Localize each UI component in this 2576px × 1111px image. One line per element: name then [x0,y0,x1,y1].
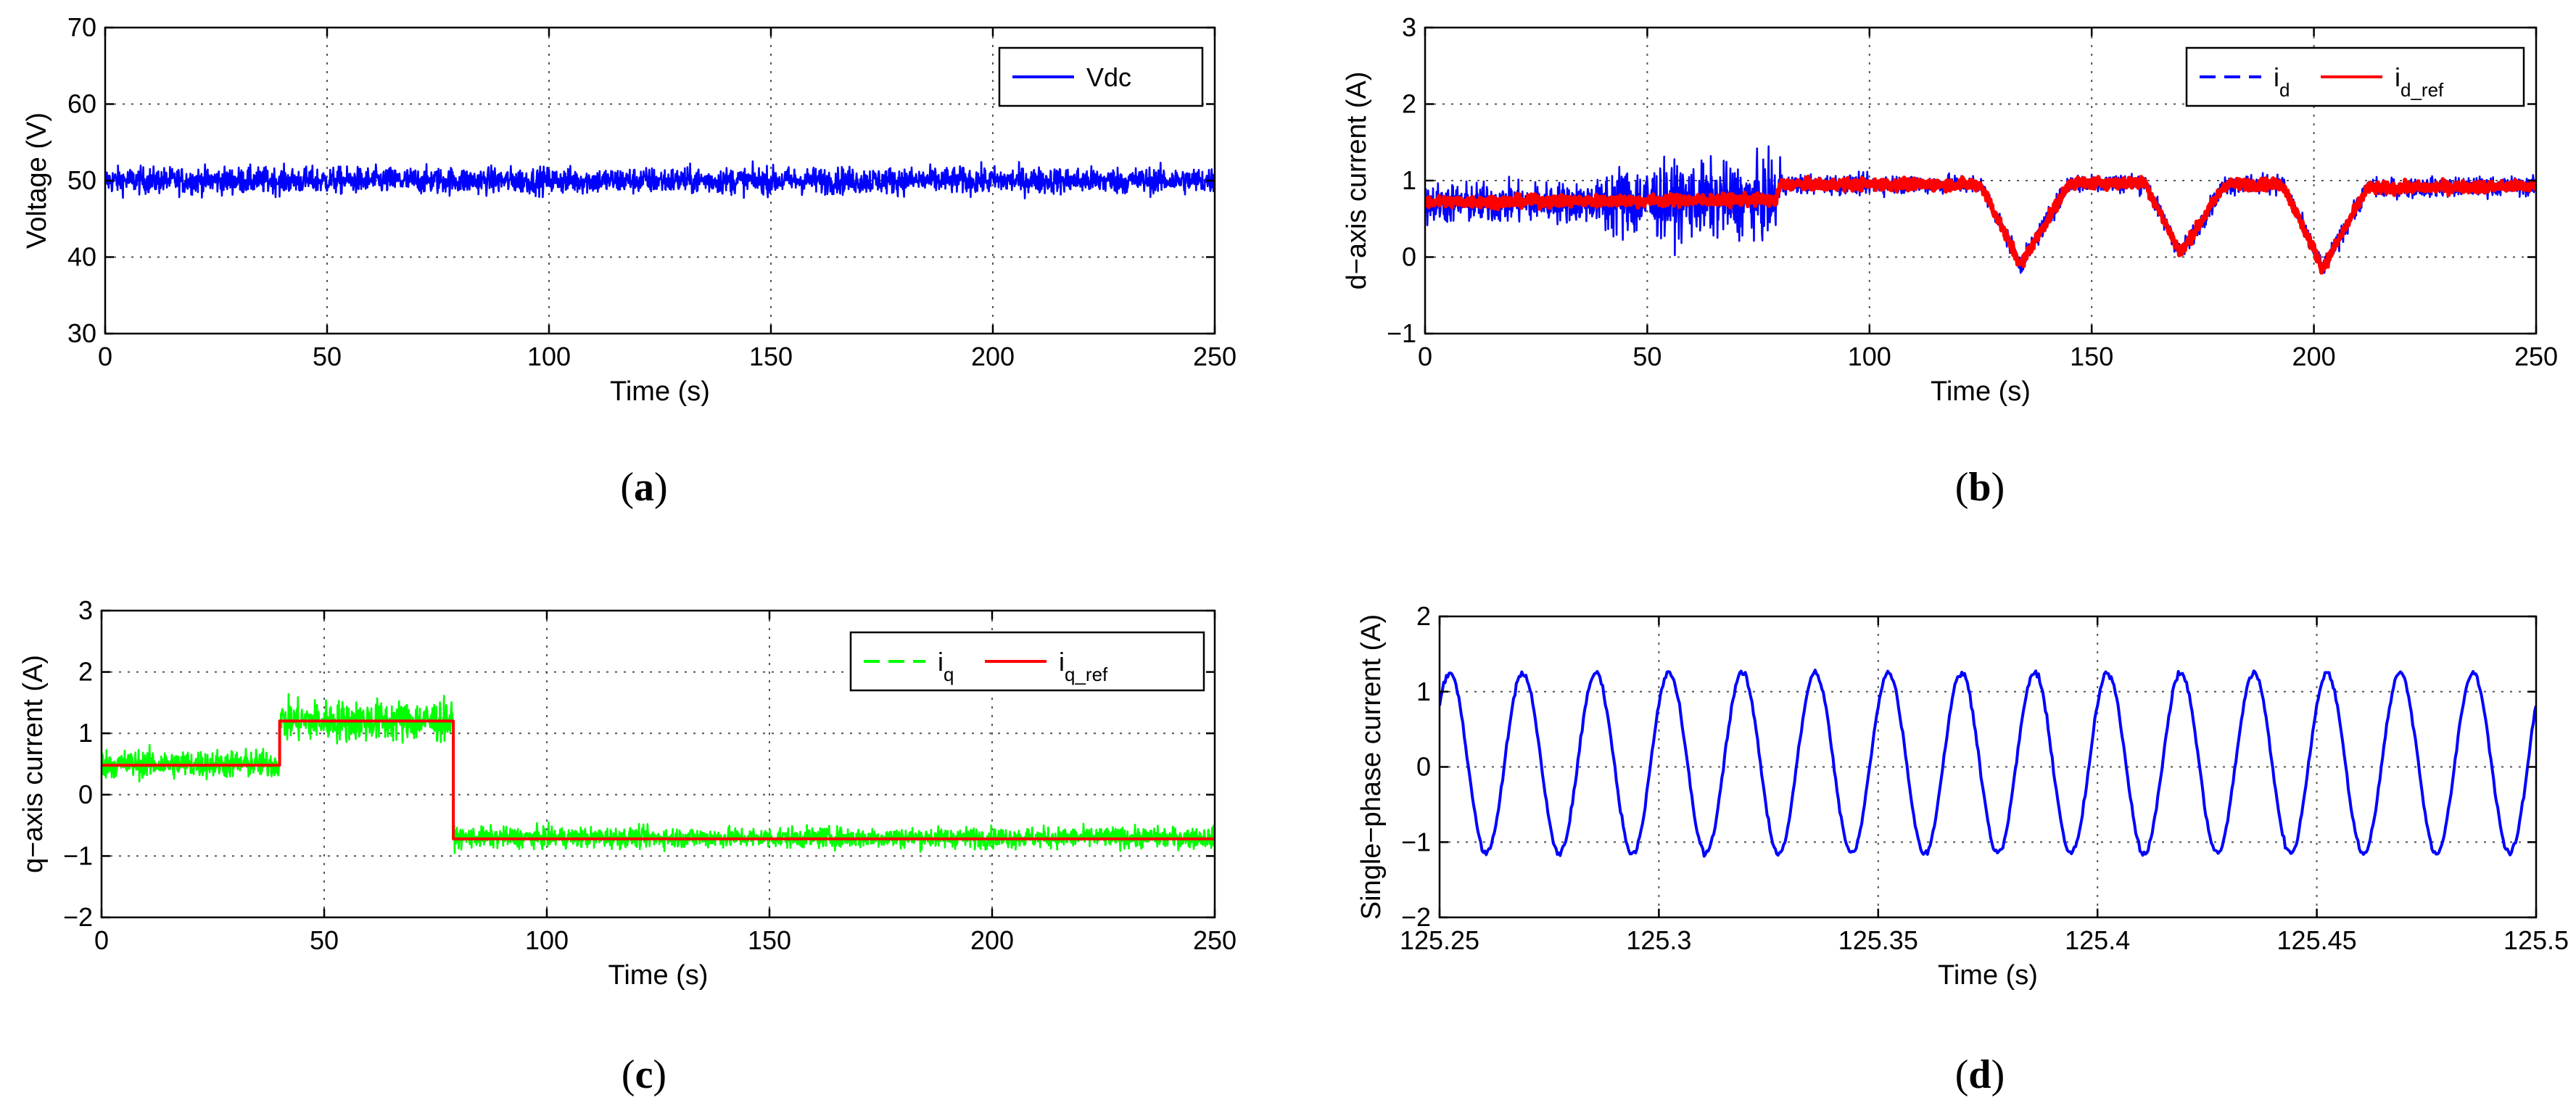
y-tick-label: −1 [1401,827,1431,856]
series-line-Vdc [105,160,1215,199]
x-axis-label: Time (s) [1931,376,2031,407]
x-tick-label: 150 [748,925,791,955]
y-tick-label: 0 [78,780,93,809]
y-tick-label: 0 [1416,752,1431,782]
series-group [1425,145,2536,275]
x-tick-label: 150 [2070,342,2113,371]
x-axis-label: Time (s) [610,376,710,407]
legend-label: Vdc [1086,62,1131,92]
legend-label-subscript: q_ref [1065,664,1108,685]
x-tick-label: 250 [1193,925,1237,955]
y-tick-label: −1 [63,841,93,870]
x-tick-label: 50 [313,342,342,371]
legend: iq iq_ref [849,631,1205,692]
x-tick-label: 100 [525,925,569,955]
y-tick-label: 1 [1402,165,1416,195]
y-tick-label: 30 [67,318,96,348]
x-tick-label: 50 [1632,342,1661,371]
y-tick-label: 50 [67,165,96,195]
y-tick-label: −2 [63,902,93,932]
y-tick-label: 1 [1416,677,1431,706]
panel-caption: (b) [1955,465,2005,510]
x-axis-label: Time (s) [608,960,709,991]
series-line-current [1440,669,2536,858]
y-tick-label: 60 [67,89,96,119]
legend: id id_ref [2185,46,2525,107]
y-axis-label: d−axis current (A) [1342,72,1372,290]
y-tick-label: −2 [1401,902,1431,932]
x-tick-label: 50 [310,925,339,955]
legend-label-subscript: d_ref [2400,79,2444,101]
legend-label-subscript: q [944,664,954,685]
x-tick-label: 125.45 [2277,925,2357,955]
panel-c: 0 50 100 150 200 250 −2 −1 0 1 2 3 Time (s) q−axis cu… [18,595,1237,1097]
panel-caption: (c) [622,1052,666,1097]
x-tick-label: 0 [98,342,112,371]
x-tick-label: 200 [2292,342,2336,371]
x-tick-label: 200 [971,342,1015,371]
series-group [105,160,1215,199]
x-tick-label: 0 [1418,342,1432,371]
x-axis-label: Time (s) [1938,960,2038,991]
y-axis-label: Single−phase current (A) [1356,614,1387,920]
panel-a: 0 50 100 150 200 250 30 40 50 60 70 Time (s) Voltage… [22,12,1237,510]
x-tick-label: 125.3 [1626,925,1691,955]
x-tick-label: 200 [970,925,1014,955]
y-tick-label: 3 [78,595,93,625]
y-axis-label: Voltage (V) [22,112,52,249]
x-tick-label: 125.25 [1400,925,1479,955]
x-tick-label: 150 [749,342,793,371]
x-tick-label: 100 [527,342,571,371]
x-tick-label: 125.4 [2065,925,2130,955]
y-tick-label: −1 [1387,318,1416,348]
x-tick-label: 100 [1848,342,1891,371]
panel-caption: (a) [620,465,667,510]
y-axis-label: q−axis current (A) [18,655,49,873]
y-tick-label: 1 [78,718,93,748]
y-tick-label: 0 [1402,242,1416,272]
series-line-i-d-ref [1425,174,2536,275]
y-tick-label: 2 [78,657,93,687]
y-tick-label: 3 [1402,12,1416,42]
axes-frame [100,609,1216,919]
series-line-i-q-ref [102,719,1215,841]
panel-d: 125.25 125.3 125.35 125.4 125.45 125.5 −2 −1 0 1 2… [1356,601,2569,1097]
panel-caption: (d) [1955,1052,2005,1097]
x-tick-label: 250 [2514,342,2558,371]
x-tick-label: 125.35 [1838,925,1918,955]
x-tick-label: 250 [1193,342,1237,371]
y-tick-label: 40 [67,242,96,272]
x-tick-label: 125.5 [2503,925,2569,955]
series-group [102,693,1215,854]
y-tick-label: 2 [1402,89,1416,119]
y-tick-label: 70 [67,12,96,42]
x-tick-label: 0 [94,925,109,955]
legend-label-subscript: d [2279,79,2290,101]
series-group [1440,669,2536,858]
y-tick-label: 2 [1416,601,1431,631]
legend: Vdc [998,46,1204,107]
